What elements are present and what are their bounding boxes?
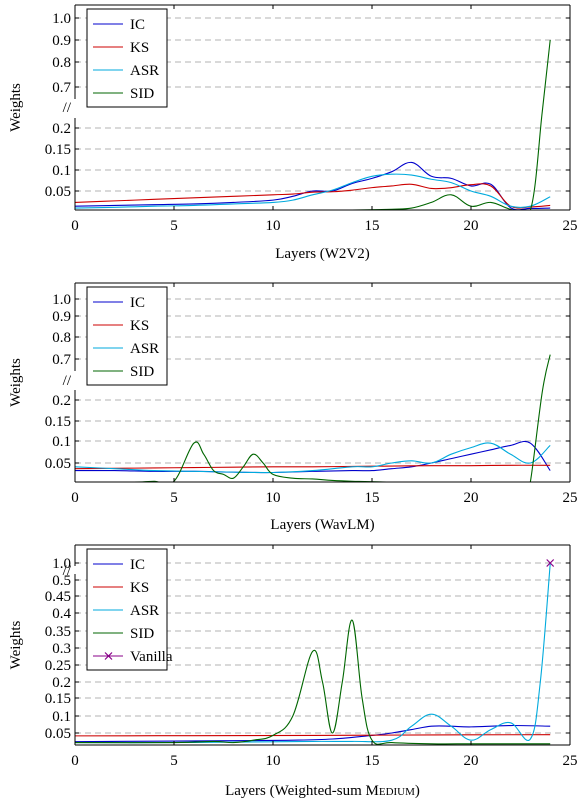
y-tick-label: 0.3 [52, 641, 71, 657]
x-tick-label: 0 [71, 490, 79, 506]
chart-panel-1: 0.05 0.1 0.15 0.2 // 0.7 0.8 0.9 1.0 0 5 10 15 20 25 La… [8, 4, 578, 262]
series-ks-line [75, 183, 551, 209]
x-tick-label: 5 [170, 753, 178, 769]
legend-label-asr: ASR [130, 341, 159, 357]
x-tick-label: 25 [563, 218, 578, 234]
x-tick-label: 20 [464, 218, 479, 234]
x-tick-label: 20 [464, 753, 479, 769]
y-tick-label: 0.35 [45, 624, 71, 640]
series-ks-line [75, 734, 551, 737]
y-tick-label: 0.9 [52, 33, 71, 49]
x-tick-label: 5 [170, 490, 178, 506]
y-tick-label: 0.9 [52, 309, 71, 325]
x-tick-label: 10 [266, 753, 281, 769]
x-tick-label: 15 [365, 490, 380, 506]
legend: IC KS ASR SID [86, 8, 168, 108]
y-tick-label: 0.25 [45, 658, 71, 674]
legend: IC KS ASR SID Vanilla [86, 548, 173, 671]
y-axis-break-mark: // [63, 100, 72, 116]
legend-label-vanilla: Vanilla [130, 649, 173, 665]
y-axis-label: Weights [8, 620, 24, 669]
y-tick-label: 0.4 [52, 606, 71, 622]
legend-label-asr: ASR [130, 603, 159, 619]
x-tick-label: 15 [365, 753, 380, 769]
series-group [75, 354, 551, 482]
y-tick-label: 0.1 [52, 434, 71, 450]
x-tick-label: 0 [71, 753, 79, 769]
y-tick-label: 0.05 [45, 184, 71, 200]
x-tick-label: 25 [563, 490, 578, 506]
y-tick-label: 0.2 [52, 121, 71, 137]
series-ks-line [75, 464, 551, 470]
y-tick-label: 0.8 [52, 330, 71, 346]
y-tick-label: 0.15 [45, 142, 71, 158]
series-group [75, 39, 551, 210]
series-sid-line [75, 619, 551, 745]
y-tick-label: 0.7 [52, 352, 71, 368]
legend-label-ic: IC [130, 557, 145, 573]
x-tick-label: 10 [266, 490, 281, 506]
series-ic-line [75, 161, 551, 210]
x-axis-label: Layers (Weighted-sum MEDIUM) [225, 783, 420, 799]
y-axis-label: Weights [8, 358, 24, 407]
y-tick-label: 0.05 [45, 726, 71, 742]
series-sid-line [75, 354, 551, 482]
legend-label-sid: SID [130, 364, 154, 380]
chart-panel-2: 0.05 0.1 0.15 0.2 // 0.7 0.8 0.91.0 0 5 10 15 20 25 La… [8, 282, 578, 533]
legend-label-ks: KS [130, 40, 149, 56]
y-tick-label: 0.45 [45, 589, 71, 605]
series-asr-line [75, 173, 551, 209]
legend: IC KS ASR SID [86, 286, 168, 386]
x-axis-label: Layers (WavLM) [270, 517, 374, 533]
x-tick-label: 0 [71, 218, 79, 234]
legend-marker [104, 652, 113, 660]
series-sid-line [75, 39, 551, 210]
legend-label-ks: KS [130, 318, 149, 334]
legend-label-ic: IC [130, 17, 145, 33]
y-axis-label: Weights [8, 83, 24, 132]
x-tick-label: 25 [563, 753, 578, 769]
y-tick-label: 0.05 [45, 456, 71, 472]
chart-panel-3: 0.050.1 0.150.20.250.30.35 0.40.450.5//1.0… [8, 544, 578, 799]
y-tick-label: 0.1 [52, 709, 71, 725]
series-asr-line [75, 442, 551, 474]
y-tick-label: 0.7 [52, 80, 71, 96]
y-tick-label: 0.5 [52, 573, 71, 589]
y-tick-label: 0.15 [45, 691, 71, 707]
x-tick-label: 20 [464, 490, 479, 506]
legend-label-ks: KS [130, 580, 149, 596]
legend-label-sid: SID [130, 626, 154, 642]
y-tick-label: 0.1 [52, 163, 71, 179]
y-axis-break-mark: // [63, 563, 72, 579]
y-tick-label: 0.8 [52, 55, 71, 71]
y-tick-label: 0.2 [52, 675, 71, 691]
y-tick-label: 0.2 [52, 393, 71, 409]
legend-label-ic: IC [130, 295, 145, 311]
y-tick-label: 1.0 [52, 556, 71, 572]
x-axis-label: Layers (W2V2) [275, 246, 370, 262]
legend-label-sid: SID [130, 86, 154, 102]
x-tick-label: 15 [365, 218, 380, 234]
series-ic-line [75, 724, 551, 743]
y-tick-label: 0.15 [45, 414, 71, 430]
series-group [75, 563, 551, 745]
y-tick-label: 1.0 [52, 11, 71, 27]
x-tick-label: 10 [266, 218, 281, 234]
series-vanilla-marker [546, 559, 555, 567]
legend-box [86, 286, 168, 386]
x-tick-label: 5 [170, 218, 178, 234]
y-tick-label: 1.0 [52, 292, 71, 308]
legend-label-asr: ASR [130, 63, 159, 79]
legend-box [86, 8, 168, 108]
series-asr-line [75, 563, 551, 744]
y-axis-break-mark: // [63, 373, 72, 389]
